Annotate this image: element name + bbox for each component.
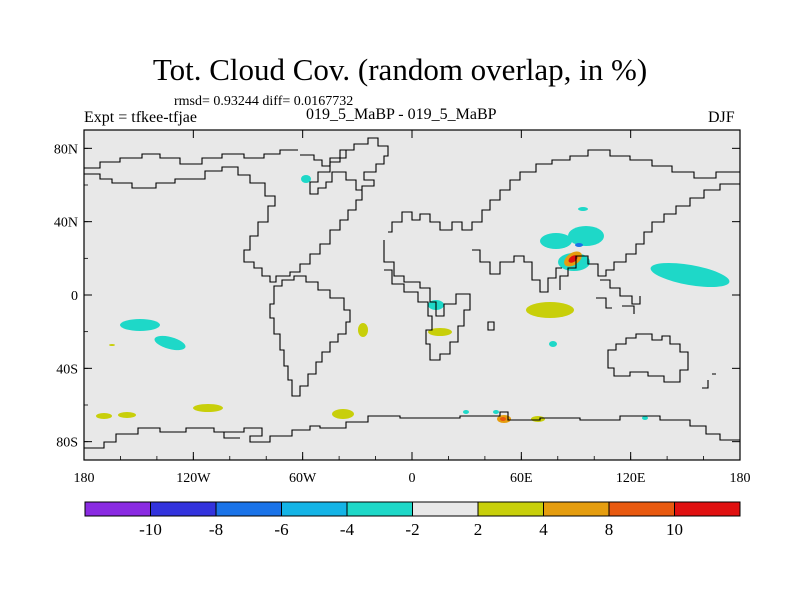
x-tick-label: 60E [510,471,533,486]
stats-label: rmsd= 0.93244 diff= 0.0167732 [174,94,354,109]
y-tick-label: 40N [54,216,78,231]
anomaly-sw-atlantic [358,323,368,337]
x-tick-label: 180 [74,471,95,486]
coastline-arctic [84,149,298,169]
coastline-greenland [300,149,354,167]
coastline-layer [84,137,740,449]
anomaly-so-2 [118,412,136,418]
anomaly-pacific-east [120,319,160,331]
colorbar-swatch [412,501,479,517]
colorbar-label: 4 [539,520,548,539]
anomaly-indian-ocean [526,302,574,318]
y-tick-label: 80S [56,436,78,451]
colorbar: -10 -8 -6 -4 -2 2 4 8 10 [84,501,741,539]
anomaly-ant-cyan-2 [493,410,499,414]
coastline-south-america [269,275,351,397]
anomaly-tibet-peak [568,255,578,263]
colorbar-label: -8 [209,520,223,539]
season-label: DJF [708,109,735,126]
anomaly-so-1 [96,413,112,419]
anomaly-pacific-small [109,344,115,346]
anomaly-ant-1-core [500,417,506,421]
anomaly-india-coast [549,341,557,347]
coastline-antarctic-peninsula [214,431,240,439]
colorbar-swatch [281,501,348,517]
anomaly-east-atlantic [428,328,452,336]
colorbar-label: -2 [405,520,419,539]
x-tick-label: 120E [616,471,646,486]
x-tick-label: 0 [409,471,416,486]
plot-title: Tot. Cloud Cov. (random overlap, in %) [152,52,648,87]
anomaly-tibet-north [568,226,604,246]
colorbar-label: 10 [666,520,683,539]
colorbar-label: -6 [274,520,288,539]
coastline-se-asia-islands [596,279,641,314]
anomaly-ant-cyan-3 [642,416,648,420]
y-tick-label: 40S [56,362,78,377]
coastline-new-zealand [702,373,716,389]
coastline-madagascar [487,321,495,331]
anomaly-so-3 [193,404,223,412]
colorbar-swatch [674,501,741,517]
colorbar-swatch [215,501,282,517]
colorbar-swatch [150,501,217,517]
anomaly-north-china [578,207,588,211]
anomaly-tibet-west [540,233,572,249]
anomaly-arctic-canada [301,175,311,183]
coastline-antarctica [84,411,740,449]
anomaly-ant-2 [531,416,545,422]
anomaly-ant-cyan-1 [463,410,469,414]
y-tick-label: 0 [71,289,78,304]
coastline-africa [383,240,471,361]
coastline-arabia-india [472,249,562,293]
anomaly-pacific-south [154,335,186,351]
colorbar-label: -4 [340,520,355,539]
coastline-australia [607,333,689,383]
experiment-label: Expt = tfkee-tfjae [84,109,197,126]
x-tick-label: 120W [176,471,211,486]
axes-layer: 180 120W 60W 0 60E 120E 180 80N 40N 0 40S 80S [54,130,751,486]
coastline-europe-asia [388,149,740,233]
x-tick-label: 180 [730,471,751,486]
colorbar-swatch [84,501,151,517]
coastline-north-america [84,137,389,283]
cases-label: 019_5_MaBP - 019_5_MaBP [306,106,497,123]
anomaly-tibet-blue [575,243,583,247]
colorbar-swatch [608,501,675,517]
colorbar-swatch [477,501,544,517]
coastline-east-asia [559,183,740,290]
colorbar-label: 8 [605,520,614,539]
colorbar-label: 2 [474,520,483,539]
x-tick-label: 60W [289,471,317,486]
y-tick-label: 80N [54,142,78,157]
colorbar-label: -10 [139,520,162,539]
anomaly-so-4 [332,409,354,419]
anomaly-pacific-nw [650,262,730,288]
colorbar-swatch [346,501,413,517]
map-background [84,130,740,460]
colorbar-swatch [543,501,610,517]
